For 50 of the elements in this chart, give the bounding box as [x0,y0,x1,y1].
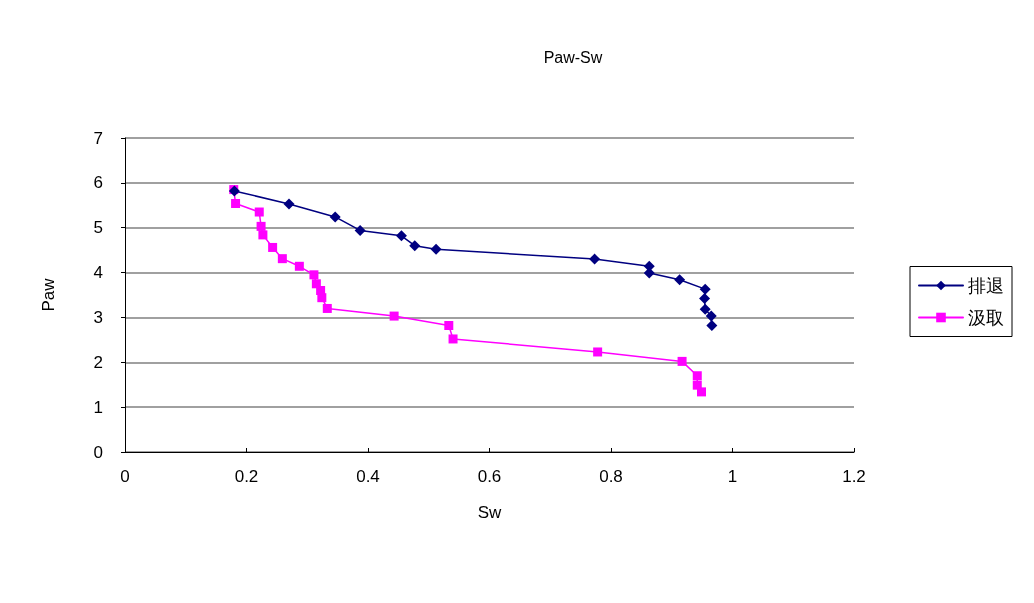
point [699,303,711,315]
y-tick-label: 5 [93,218,103,238]
y-tick-label: 2 [93,352,103,372]
y-axis-title: Paw [39,277,58,312]
point [322,303,332,313]
point [294,261,304,271]
point [277,254,287,264]
point [677,356,687,366]
x-tick-label: 0.2 [234,467,259,486]
y-tick-label: 1 [93,397,103,417]
legend-label: 排退 [968,275,1004,296]
point [389,311,399,321]
point [705,310,717,322]
point [256,221,266,231]
point [317,293,327,303]
x-tick-label: 1.2 [842,467,866,486]
y-tick-label: 4 [93,263,103,283]
point [593,347,603,357]
x-tick-label: 0 [120,467,130,486]
point [268,242,278,252]
point [448,334,458,344]
point [309,270,319,280]
chart-title: Paw-Sw [543,48,603,66]
x-tick-label: 0.8 [599,467,623,486]
point [395,230,407,242]
point [354,224,366,236]
point [706,320,718,331]
x-tick-label: 1 [727,467,738,486]
point [699,293,711,305]
point [231,198,241,208]
point [409,240,421,252]
point [283,198,295,210]
point [674,274,686,286]
y-tick-label: 7 [93,128,103,148]
x-tick-label: 0.6 [477,467,502,486]
point [699,283,711,295]
y-tick-label: 6 [93,173,103,193]
point [430,243,442,255]
point [692,371,702,381]
y-tick-label: 3 [93,307,103,327]
point [254,207,264,217]
legend-label: 汲取 [968,307,1004,328]
point [258,230,268,240]
point [697,387,707,397]
x-tick-label: 0.4 [356,467,380,486]
x-axis-title: Sw [477,503,503,522]
point [444,321,454,330]
y-tick-label: 0 [93,442,103,462]
point [589,253,601,265]
point [329,211,341,223]
